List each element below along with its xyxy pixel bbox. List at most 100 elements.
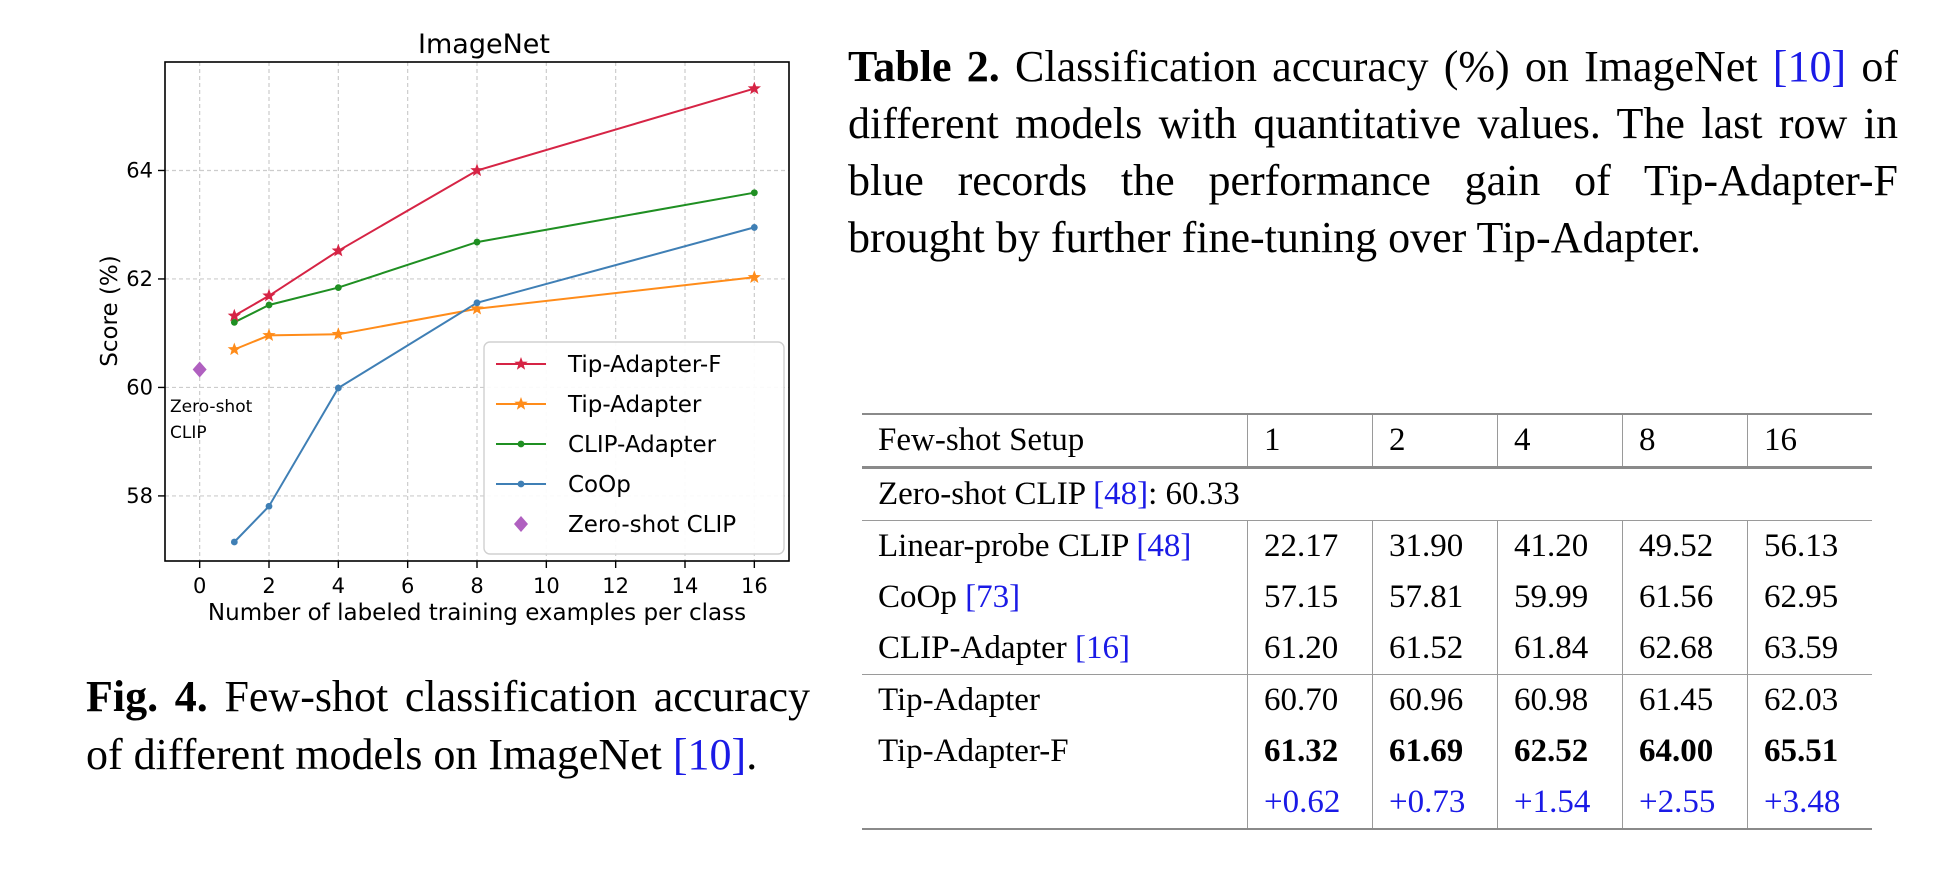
y-tick-label: 62 — [126, 267, 153, 291]
gain-cell: +2.55 — [1622, 777, 1748, 830]
zero-shot-cell: Zero-shot CLIP [48]: 60.33 — [862, 468, 1872, 521]
table-row: Tip-Adapter-F 61.32 61.69 62.52 64.00 65… — [862, 726, 1872, 777]
y-axis-label: Score (%) — [97, 255, 123, 367]
table-caption-text-2: of different models with quantitative va… — [848, 42, 1898, 262]
table-row: CLIP-Adapter [16] 61.20 61.52 61.84 62.6… — [862, 623, 1872, 675]
x-tick-label: 0 — [193, 574, 206, 598]
legend-marker — [514, 516, 528, 532]
row-ref[interactable]: [73] — [965, 579, 1021, 615]
gain-label-cell — [862, 777, 1248, 830]
x-tick-label: 2 — [262, 574, 275, 598]
series-line — [233, 191, 755, 324]
value-cell: 57.15 — [1247, 572, 1373, 623]
figure-caption-end: . — [746, 730, 758, 779]
x-tick-label: 6 — [401, 574, 414, 598]
row-ref[interactable]: [48] — [1136, 528, 1192, 564]
data-point — [750, 189, 758, 197]
y-tick-label: 60 — [126, 375, 153, 399]
value-cell: 56.13 — [1747, 520, 1872, 572]
header-cell: 2 — [1372, 413, 1498, 469]
legend-label: Zero-shot CLIP — [568, 512, 736, 538]
row-name: CoOp — [878, 579, 966, 615]
chart-axis-ticks: 0 2 4 6 8 10 12 14 16 58 60 62 64 — [126, 158, 767, 598]
row-ref[interactable]: [16] — [1075, 630, 1131, 666]
data-point — [334, 284, 342, 292]
legend-marker — [514, 357, 528, 370]
x-tick-label: 4 — [332, 574, 345, 598]
data-point — [227, 308, 241, 322]
value-cell: 61.69 — [1372, 726, 1498, 777]
row-name-cell: CoOp [73] — [862, 572, 1248, 623]
data-point — [473, 238, 481, 246]
data-point — [227, 342, 241, 356]
y-tick-label: 58 — [126, 484, 153, 508]
row-name-cell: Tip-Adapter — [862, 674, 1248, 726]
value-cell: 61.45 — [1622, 674, 1748, 726]
figure-caption-ref[interactable]: [10] — [672, 730, 747, 779]
value-cell: 63.59 — [1747, 623, 1872, 675]
zero-shot-row: Zero-shot CLIP [48]: 60.33 — [862, 468, 1872, 521]
header-cell: 1 — [1247, 413, 1373, 469]
data-point — [192, 361, 207, 378]
value-cell: 62.03 — [1747, 674, 1872, 726]
results-table: Few-shot Setup 1 2 4 8 16 Zero-shot CLIP… — [862, 413, 1872, 830]
table-row: Linear-probe CLIP [48] 22.17 31.90 41.20… — [862, 520, 1872, 572]
table-caption-text-1: Classification accuracy (%) on ImageNet — [999, 42, 1773, 91]
value-cell: 62.68 — [1622, 623, 1748, 675]
value-cell: 31.90 — [1372, 520, 1498, 572]
gain-cell: +1.54 — [1497, 777, 1623, 830]
figure-caption-text: Few-shot classification accuracy of diff… — [86, 672, 810, 779]
zero-shot-value: : 60.33 — [1148, 476, 1240, 512]
zero-shot-ref[interactable]: [48] — [1093, 476, 1149, 512]
table-caption-ref[interactable]: [10] — [1772, 42, 1847, 91]
value-cell: 62.95 — [1747, 572, 1872, 623]
series-line — [233, 87, 755, 317]
data-point — [747, 81, 761, 95]
figure-caption: Fig. 4. Few-shot classification accuracy… — [86, 668, 810, 784]
value-cell: 61.20 — [1247, 623, 1373, 675]
legend-label: CoOp — [568, 472, 631, 498]
value-cell: 64.00 — [1622, 726, 1748, 777]
table-row: Tip-Adapter 60.70 60.96 60.98 61.45 62.0… — [862, 674, 1872, 726]
data-point — [473, 299, 481, 307]
chart-legend: Tip-Adapter-F Tip-Adapter CLIP-Adapter CoOp… — [483, 341, 785, 555]
gain-row: +0.62 +0.73 +1.54 +2.55 +3.48 — [862, 777, 1872, 830]
value-cell: 61.56 — [1622, 572, 1748, 623]
data-point — [470, 301, 484, 315]
data-point — [265, 502, 273, 510]
chart-title: ImageNet — [418, 29, 550, 60]
value-cell: 65.51 — [1747, 726, 1872, 777]
value-cell: 61.52 — [1372, 623, 1498, 675]
header-cell: Few-shot Setup — [862, 413, 1248, 469]
gain-cell: +3.48 — [1747, 777, 1872, 830]
table-header-row: Few-shot Setup 1 2 4 8 16 — [862, 413, 1872, 469]
value-cell: 60.96 — [1372, 674, 1498, 726]
legend-marker — [517, 480, 525, 488]
data-point — [230, 538, 238, 546]
y-tick-label: 64 — [126, 158, 153, 182]
data-point — [331, 327, 345, 340]
header-cell: 8 — [1622, 413, 1748, 469]
data-point — [262, 328, 276, 341]
table-caption-label: Table 2. — [848, 42, 1000, 91]
data-point — [262, 288, 276, 302]
data-point — [334, 384, 342, 392]
figure-caption-label: Fig. 4. — [86, 672, 208, 721]
value-cell: 60.98 — [1497, 674, 1623, 726]
data-point — [747, 270, 761, 283]
row-name: Tip-Adapter-F — [878, 733, 1069, 769]
x-tick-label: 12 — [602, 574, 629, 598]
data-point — [265, 301, 273, 309]
x-tick-label: 10 — [533, 574, 560, 598]
x-tick-label: 8 — [470, 574, 483, 598]
data-point — [470, 163, 484, 177]
gain-cell: +0.73 — [1372, 777, 1498, 830]
value-cell: 57.81 — [1372, 572, 1498, 623]
value-cell: 22.17 — [1247, 520, 1373, 572]
row-name-cell: Tip-Adapter-F — [862, 726, 1248, 777]
value-cell: 41.20 — [1497, 520, 1623, 572]
legend-box — [483, 341, 785, 555]
zero-shot-annotation-line1: Zero-shot — [170, 397, 253, 417]
legend-label: CLIP-Adapter — [568, 432, 717, 458]
